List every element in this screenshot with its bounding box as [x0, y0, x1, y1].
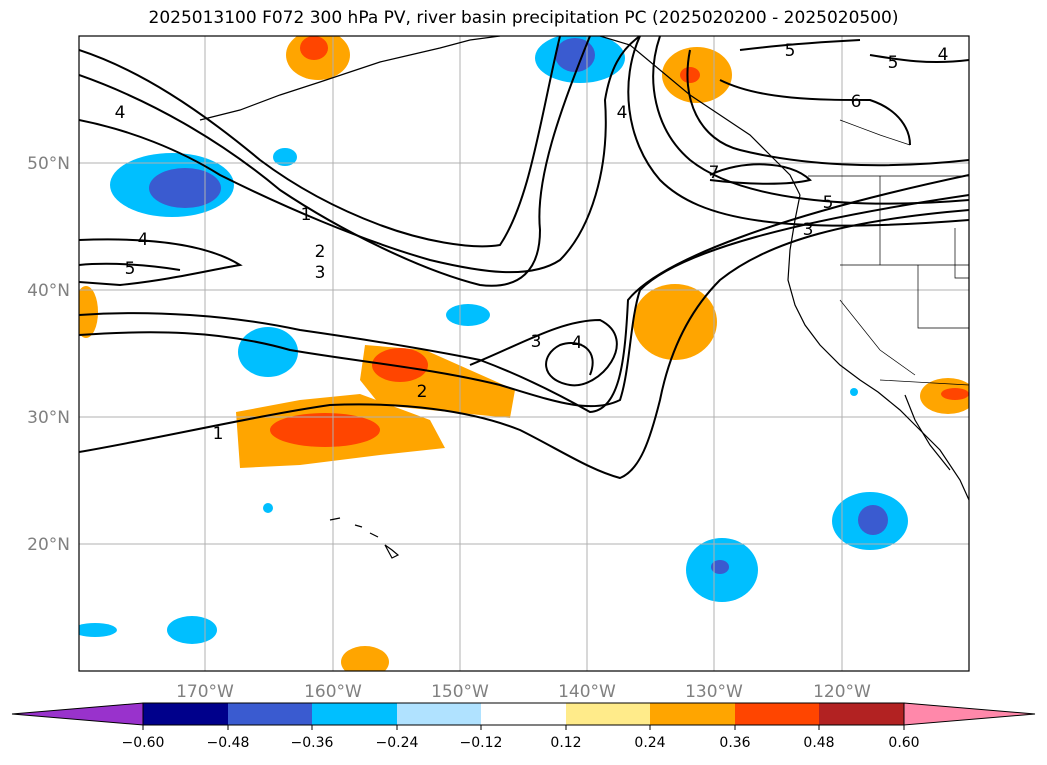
- contour-label: 4: [138, 230, 149, 250]
- contour-label: 3: [531, 332, 542, 352]
- contour-label: 4: [938, 45, 949, 65]
- colorbar-over-arrow: [903, 702, 1036, 726]
- contour-label: 1: [301, 205, 312, 225]
- colorbar-bin: [819, 703, 904, 725]
- contour-label: 5: [823, 193, 834, 213]
- lat-label: 30°N: [27, 408, 70, 428]
- coastlines: [199, 36, 969, 559]
- contour-label: 1: [213, 424, 224, 444]
- colorbar-tick-label: 0.36: [719, 735, 750, 751]
- contour-label: 5: [125, 259, 136, 279]
- colorbar-tick-label: −0.36: [291, 735, 334, 751]
- negative-anomaly-fill: [79, 36, 908, 644]
- lon-label: 160°W: [304, 682, 362, 702]
- lat-label: 50°N: [27, 154, 70, 174]
- colorbar-tick-label: 0.24: [634, 735, 665, 751]
- lon-label: 120°W: [813, 682, 871, 702]
- latitude-labels: 50°N 40°N 30°N 20°N: [27, 154, 70, 555]
- colorbar-tick-label: 0.48: [803, 735, 834, 751]
- map-frame: [78, 35, 970, 672]
- contour-labels: 4 4 5 1 2 3 1 2 3 4 3 4 5 5 6 7 5 4: [115, 41, 949, 444]
- colorbar-tick-label: −0.48: [207, 735, 250, 751]
- contour-label: 2: [315, 242, 326, 262]
- pv-contours: [79, 36, 969, 480]
- borders: [808, 119, 969, 386]
- contour-label: 4: [115, 103, 126, 123]
- lon-label: 150°W: [431, 682, 489, 702]
- positive-anomaly-fill: [79, 36, 969, 671]
- colorbar-tick-label: 0.60: [888, 735, 919, 751]
- colorbar-tick-label: 0.12: [550, 735, 581, 751]
- lon-label: 130°W: [685, 682, 743, 702]
- contour-label: 5: [785, 41, 796, 61]
- lat-label: 40°N: [27, 281, 70, 301]
- contour-label: 6: [851, 92, 862, 112]
- colorbar-bin: [143, 703, 228, 725]
- colorbar-bin: [312, 703, 397, 725]
- graticule: [79, 36, 969, 671]
- colorbar-bin: [566, 703, 650, 725]
- contour-label: 5: [888, 53, 899, 73]
- colorbar-tick-label: −0.12: [460, 735, 503, 751]
- lon-label: 170°W: [176, 682, 234, 702]
- precip-shading: [79, 36, 969, 671]
- map-title: 2025013100 F072 300 hPa PV, river basin …: [148, 8, 899, 28]
- colorbar: −0.60 −0.48 −0.36 −0.24 −0.12 0.12 0.24 …: [11, 702, 1036, 751]
- colorbar-bin: [481, 703, 566, 725]
- contour-label: 2: [417, 382, 428, 402]
- longitude-labels: 170°W 160°W 150°W 140°W 130°W 120°W: [176, 682, 871, 702]
- colorbar-bin: [397, 703, 481, 725]
- contour-label: 3: [315, 263, 326, 283]
- colorbar-tick-label: −0.60: [122, 735, 165, 751]
- colorbar-tick-label: −0.24: [376, 735, 419, 751]
- colorbar-bin: [650, 703, 735, 725]
- contour-label: 4: [617, 103, 628, 123]
- colorbar-bin: [228, 703, 312, 725]
- contour-label: 7: [709, 163, 720, 183]
- colorbar-bin: [735, 703, 819, 725]
- lon-label: 140°W: [558, 682, 616, 702]
- contour-label: 4: [572, 333, 583, 353]
- lat-label: 20°N: [27, 535, 70, 555]
- contour-label: 3: [803, 220, 814, 240]
- colorbar-under-arrow: [11, 702, 144, 726]
